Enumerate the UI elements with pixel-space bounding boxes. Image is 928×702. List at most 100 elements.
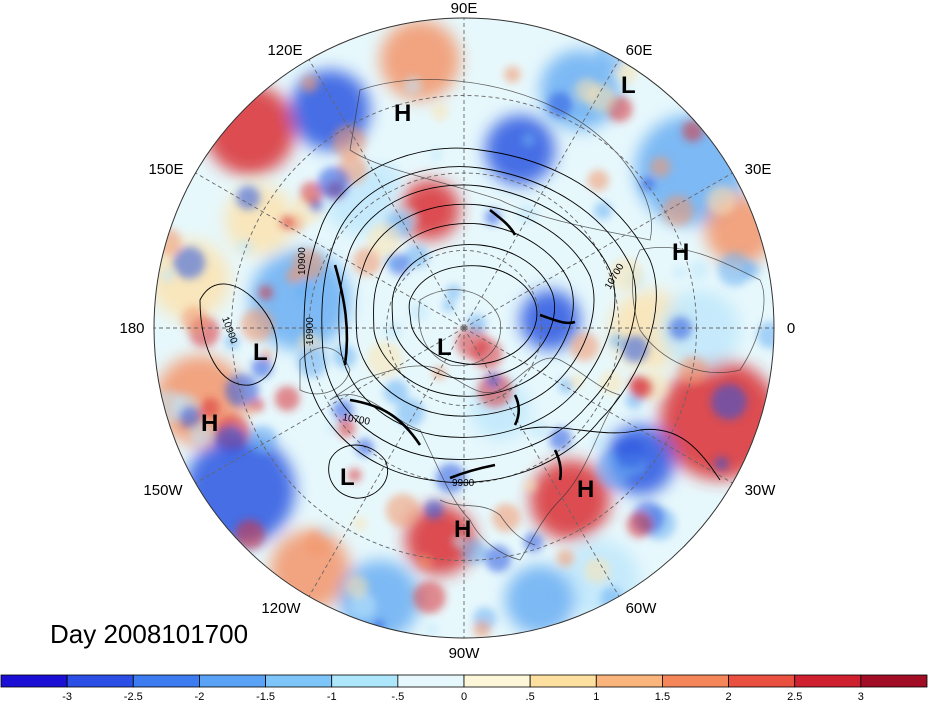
colorbar-tick-label: -2.5 [124,691,143,702]
anomaly-speck [517,203,538,224]
colorbar-tick-label: -2 [195,691,205,702]
anomaly-speck [240,308,275,342]
anomaly-speck [477,372,513,408]
height-contour [373,222,574,397]
map-boundary [153,17,775,639]
anomaly-speck [299,181,323,205]
low-marker: L [621,72,636,99]
high-marker: H [577,476,594,503]
colorbar-box [860,674,928,688]
anomaly-speck [178,405,202,429]
anomaly-speck [251,357,273,379]
contour-label: 10900 [305,317,316,345]
anomaly-speck [347,468,362,483]
page-title: Day 2008101700 [50,619,249,649]
anomaly-speck [688,260,709,281]
north-america-coast [329,357,621,561]
anomaly-speck [486,373,501,388]
anomaly-speck [593,201,612,220]
anomaly-speck [628,375,649,397]
anomaly-speck [584,557,611,584]
colorbar-box [728,674,796,688]
anomaly-speck [640,176,655,191]
anomaly-speck [717,252,752,287]
anomaly-speck [367,341,403,377]
height-contour [199,283,278,386]
height-contour [328,444,389,499]
lon-label-90e: 90E [451,0,478,17]
parallel-circle [231,95,697,561]
anomaly-speck [621,335,649,363]
height-contour [355,203,595,417]
longitude-labels: 90E 60E 30E 0 30W 60W 90W 120W 150W 180 … [119,0,795,662]
anomaly-speck [586,83,615,112]
jet-contour [539,313,576,325]
colorbar-labels: -3 -2.5 -2 -1.5 -1 -.5 0 .5 1 1.5 2 2.5 3 [62,691,864,702]
anomaly-speck [650,156,671,178]
parallels [231,95,697,561]
anomaly-field [154,18,774,638]
lon-label-120e: 120E [267,42,302,59]
high-marker: H [201,410,218,437]
anomaly-speck [600,586,623,610]
low-marker: L [437,334,452,361]
colorbar-tick-label: 2 [726,691,732,702]
anomaly-speck [484,209,501,226]
anomaly-speck [742,260,760,279]
colorbar-box [331,674,399,688]
anomaly-speck [609,333,625,349]
anomaly-speck [300,74,319,93]
anomaly-speck [473,620,491,638]
high-marker: H [454,516,471,543]
high-marker: H [672,239,689,266]
jet-contour [513,394,521,426]
anomaly-speck [345,575,369,599]
anomaly-speck [242,402,255,415]
anomaly-blob [505,565,575,635]
anomaly-speck [294,280,315,301]
anomaly-speck [336,418,356,438]
colorbar-tick-label: 1.5 [655,691,670,702]
height-contour [338,184,616,438]
anomaly-speck [274,386,300,412]
polar-map: 10900 10900 10900 10700 10700 9900 H L L… [119,0,795,662]
jet-contour [349,398,422,446]
anomaly-speck [317,166,350,199]
anomaly-speck [466,314,487,334]
colorbar-boxes [0,674,928,688]
anomaly-speck [181,306,208,333]
anomaly-speck [591,436,607,451]
height-contour [408,265,538,365]
lon-label-30w: 30W [745,482,777,499]
anomaly-speck [615,439,646,470]
anomaly-speck [332,124,366,159]
anomaly-speck [547,92,573,118]
anomaly-speck [556,549,575,567]
anomaly-speck [530,420,549,440]
lon-label-150e: 150E [148,161,183,178]
anomaly-speck [452,534,467,549]
lon-label-30e: 30E [745,161,772,178]
colorbar-box [132,674,200,688]
anomaly-speck [587,169,609,192]
anomaly-speck [626,511,653,538]
lon-label-150w: 150W [143,482,183,499]
anomaly-speck [569,332,599,362]
colorbar-tick-label: -3 [62,691,72,702]
anomaly-speck [280,215,295,230]
anomaly-speck [214,425,246,456]
anomaly-blob [205,85,295,175]
parallel-circle [308,172,620,484]
anomaly-blob [154,240,230,320]
anomaly-blob [530,460,610,540]
anomaly-speck [548,427,572,451]
meridian-line [308,59,465,329]
meridian-line [463,327,733,484]
anomaly-speck [484,545,512,572]
anomaly-speck [569,374,584,389]
colorbar-tick-label: -1 [327,691,337,702]
anomaly-speck [599,370,624,395]
colorbar-box [265,674,333,688]
height-contour [303,147,657,483]
parallel-circle [386,250,542,406]
